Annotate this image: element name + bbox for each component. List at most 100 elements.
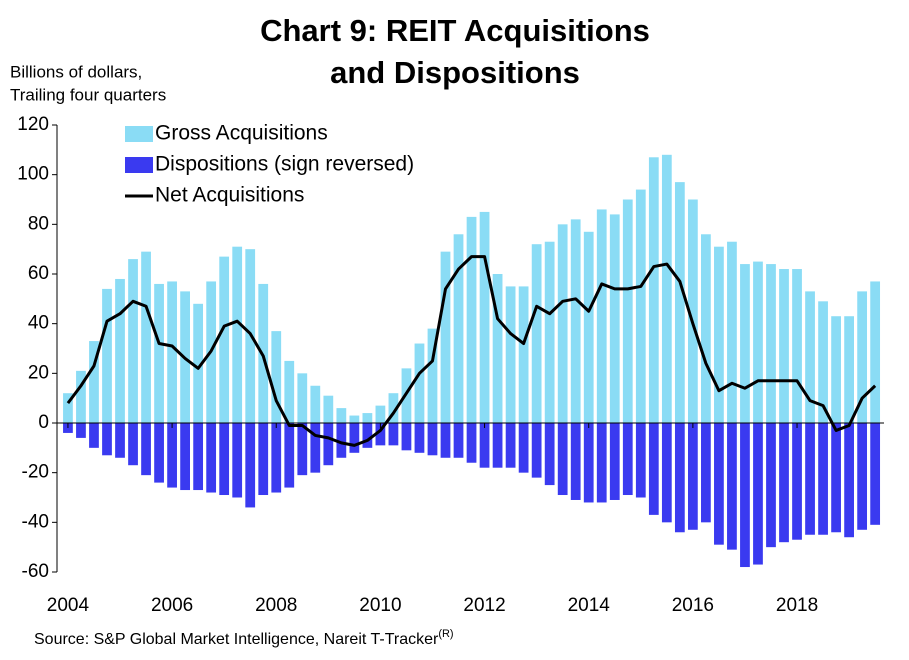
- bar: [310, 385, 321, 423]
- bar: [674, 423, 685, 533]
- y-axis-label: Billions of dollars,: [10, 62, 142, 81]
- bar: [583, 423, 594, 503]
- bar: [857, 291, 868, 423]
- bar: [518, 286, 529, 423]
- bar: [596, 209, 607, 423]
- bar: [492, 274, 503, 423]
- bar: [154, 283, 164, 423]
- bar: [115, 423, 125, 458]
- bar: [427, 328, 438, 423]
- y-axis-label: Trailing four quarters: [10, 85, 166, 104]
- y-tick-label: 0: [38, 412, 49, 433]
- bar: [805, 291, 815, 423]
- x-tick-label: 2014: [568, 595, 611, 616]
- chart-title: Chart 9: REIT Acquisitions: [260, 13, 650, 48]
- bar: [128, 259, 138, 423]
- bar: [792, 423, 802, 540]
- bar: [141, 251, 151, 423]
- source-mark: (R): [438, 628, 453, 640]
- y-tick-label: -20: [22, 462, 49, 483]
- bar: [375, 423, 386, 446]
- source: Source: S&P Global Market Intelligence, …: [34, 628, 454, 648]
- bar: [674, 182, 685, 423]
- bar: [544, 241, 555, 423]
- bar: [596, 423, 607, 503]
- x-tick-label: 2006: [151, 595, 193, 616]
- bar: [531, 423, 542, 478]
- bar: [818, 423, 828, 535]
- bar: [687, 199, 698, 423]
- x-tick-label: 2008: [255, 595, 297, 616]
- bar: [831, 316, 841, 423]
- bar: [284, 360, 295, 423]
- bar: [531, 244, 542, 423]
- bar: [870, 423, 881, 525]
- bar: [570, 219, 581, 423]
- bar: [102, 288, 112, 423]
- bar: [219, 256, 230, 423]
- bar: [414, 423, 425, 453]
- bar: [870, 281, 881, 423]
- bar: [740, 264, 750, 423]
- bar: [206, 423, 217, 493]
- bar: [349, 423, 360, 453]
- bar: [375, 405, 386, 423]
- bar: [805, 423, 815, 535]
- bar: [323, 395, 334, 423]
- bar: [505, 286, 516, 423]
- bar: [336, 423, 347, 458]
- bar: [258, 423, 269, 496]
- bar: [766, 264, 776, 423]
- y-tick-label: 20: [28, 362, 49, 383]
- bar: [557, 224, 568, 423]
- bar: [453, 423, 464, 458]
- bar: [89, 341, 99, 423]
- bar: [648, 157, 659, 424]
- bar: [779, 423, 789, 543]
- y-tick-label: -40: [22, 511, 49, 532]
- y-tick-label: 120: [17, 114, 49, 135]
- x-tick-label: 2004: [47, 595, 90, 616]
- bar: [362, 413, 373, 423]
- bar: [544, 423, 555, 486]
- bar: [701, 423, 711, 523]
- bar: [479, 211, 490, 423]
- bar: [792, 269, 802, 423]
- bar: [310, 423, 321, 473]
- bar: [193, 423, 204, 491]
- bar: [232, 246, 243, 423]
- legend-swatch: [125, 157, 153, 173]
- bar: [323, 423, 334, 466]
- bar: [818, 301, 828, 423]
- bar: [583, 231, 594, 423]
- bar: [661, 154, 672, 424]
- bar: [622, 423, 633, 496]
- x-tick-label: 2012: [463, 595, 505, 616]
- bar: [141, 423, 151, 476]
- legend-swatch: [125, 126, 153, 142]
- bar: [453, 234, 464, 423]
- bar: [609, 423, 620, 500]
- bar: [89, 423, 99, 448]
- legend-label: Dispositions (sign reversed): [155, 153, 414, 176]
- bar: [687, 423, 698, 530]
- y-tick-label: 60: [28, 263, 49, 284]
- bar: [388, 393, 399, 423]
- bar: [570, 423, 581, 500]
- line: [66, 255, 877, 447]
- bar: [727, 241, 737, 423]
- bar: [219, 423, 230, 496]
- bar: [844, 316, 854, 423]
- bar: [714, 246, 724, 423]
- bar: [661, 423, 672, 523]
- bar: [271, 331, 282, 423]
- bar: [154, 423, 164, 483]
- bar: [466, 216, 477, 423]
- bar: [102, 423, 112, 456]
- x-tick-label: 2018: [776, 595, 818, 616]
- bar: [297, 373, 308, 423]
- y-tick-label: 80: [28, 213, 49, 234]
- bar: [427, 423, 438, 456]
- bar: [766, 423, 776, 548]
- bar: [505, 423, 516, 468]
